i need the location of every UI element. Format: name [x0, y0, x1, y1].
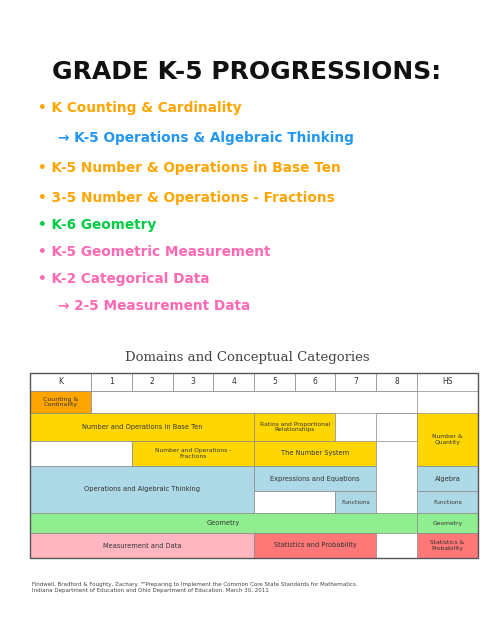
- Bar: [254, 466, 376, 491]
- Bar: [213, 373, 254, 391]
- Text: GRADE K-5 PROGRESSIONS:: GRADE K-5 PROGRESSIONS:: [52, 60, 442, 84]
- Text: Ratios and Proportional
Relationships: Ratios and Proportional Relationships: [259, 422, 330, 433]
- Bar: [254, 373, 295, 391]
- Text: • K Counting & Cardinality: • K Counting & Cardinality: [38, 101, 242, 115]
- Bar: [254, 413, 336, 441]
- Bar: [376, 373, 417, 391]
- Bar: [417, 413, 478, 466]
- Text: 8: 8: [394, 378, 399, 387]
- Text: The Number System: The Number System: [281, 451, 349, 456]
- Text: 4: 4: [231, 378, 236, 387]
- Text: Statistics and Probability: Statistics and Probability: [274, 543, 356, 548]
- Bar: [91, 373, 132, 391]
- Text: Algebra: Algebra: [435, 476, 460, 481]
- Text: Expressions and Equations: Expressions and Equations: [270, 476, 360, 481]
- Text: → 2-5 Measurement Data: → 2-5 Measurement Data: [58, 299, 250, 313]
- Text: 7: 7: [353, 378, 358, 387]
- Text: • 3-5 Number & Operations - Fractions: • 3-5 Number & Operations - Fractions: [38, 191, 335, 205]
- Text: Functions: Functions: [342, 499, 370, 504]
- Bar: [30, 466, 254, 513]
- Bar: [417, 533, 478, 558]
- Text: Functions: Functions: [433, 499, 462, 504]
- Bar: [254, 441, 376, 466]
- Text: • K-5 Geometric Measurement: • K-5 Geometric Measurement: [38, 245, 270, 259]
- Bar: [254, 491, 336, 513]
- Text: 2: 2: [150, 378, 154, 387]
- Text: • K-2 Categorical Data: • K-2 Categorical Data: [38, 272, 209, 286]
- Text: 5: 5: [272, 378, 277, 387]
- Bar: [30, 373, 478, 558]
- Text: Findwell, Bradford & Foughty, Zachary. ""Preparing to Implement the Common Core : Findwell, Bradford & Foughty, Zachary. "…: [32, 582, 357, 593]
- Text: 6: 6: [313, 378, 317, 387]
- Text: 1: 1: [109, 378, 114, 387]
- Bar: [417, 513, 478, 533]
- Bar: [30, 391, 91, 413]
- Bar: [30, 441, 132, 466]
- Bar: [91, 391, 417, 413]
- Text: Geometry: Geometry: [207, 520, 240, 526]
- Text: Number and Operations in Base Ten: Number and Operations in Base Ten: [82, 424, 202, 430]
- Text: Domains and Conceptual Categories: Domains and Conceptual Categories: [125, 351, 369, 365]
- Bar: [417, 466, 478, 491]
- Bar: [30, 413, 254, 441]
- Text: Number &
Quantity: Number & Quantity: [432, 434, 463, 445]
- Bar: [336, 491, 376, 513]
- Text: Measurement and Data: Measurement and Data: [103, 543, 181, 548]
- Bar: [295, 373, 336, 391]
- Bar: [417, 373, 478, 391]
- Bar: [417, 491, 478, 513]
- Bar: [254, 533, 376, 558]
- Bar: [376, 413, 417, 441]
- Text: Geometry: Geometry: [433, 520, 462, 525]
- Text: Number and Operations -
Fractions: Number and Operations - Fractions: [155, 448, 231, 459]
- Bar: [30, 373, 91, 391]
- Text: Statistics &
Probability: Statistics & Probability: [430, 540, 464, 551]
- Bar: [336, 373, 376, 391]
- Bar: [30, 513, 417, 533]
- Text: Counting &
Cardinality: Counting & Cardinality: [43, 397, 78, 408]
- Text: • K-5 Number & Operations in Base Ten: • K-5 Number & Operations in Base Ten: [38, 161, 341, 175]
- Text: K: K: [58, 378, 63, 387]
- Text: Operations and Algebraic Thinking: Operations and Algebraic Thinking: [84, 486, 200, 493]
- Text: HS: HS: [442, 378, 453, 387]
- Text: 3: 3: [191, 378, 196, 387]
- Bar: [132, 373, 173, 391]
- Text: → K-5 Operations & Algebraic Thinking: → K-5 Operations & Algebraic Thinking: [58, 131, 354, 145]
- Bar: [30, 533, 254, 558]
- Bar: [173, 373, 213, 391]
- Bar: [132, 441, 254, 466]
- Text: • K-6 Geometry: • K-6 Geometry: [38, 218, 156, 232]
